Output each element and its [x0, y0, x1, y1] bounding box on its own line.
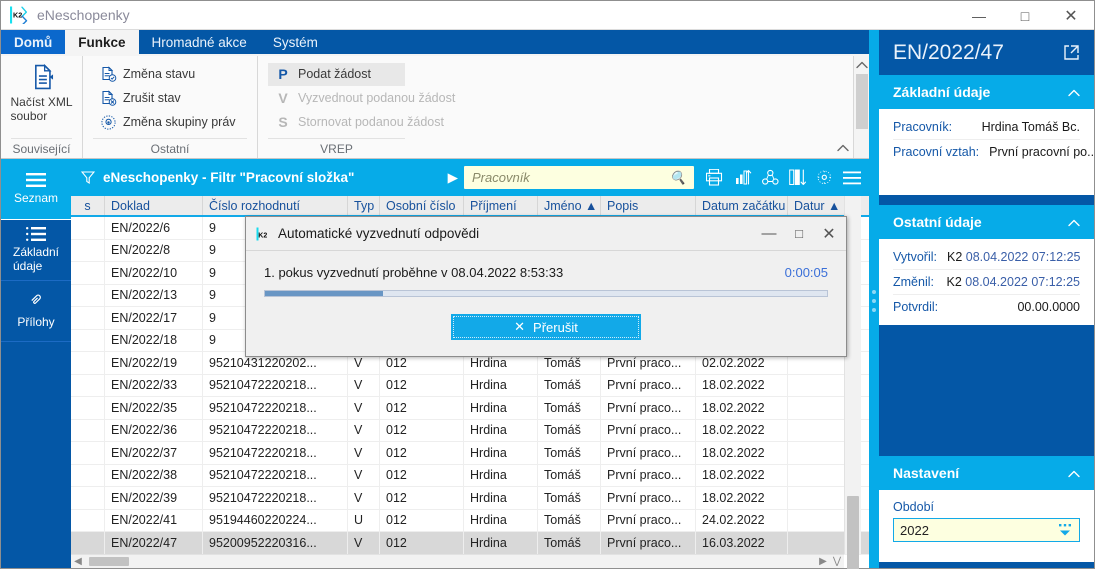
svg-text:K2: K2	[13, 11, 22, 20]
svg-text:K2: K2	[258, 232, 267, 239]
